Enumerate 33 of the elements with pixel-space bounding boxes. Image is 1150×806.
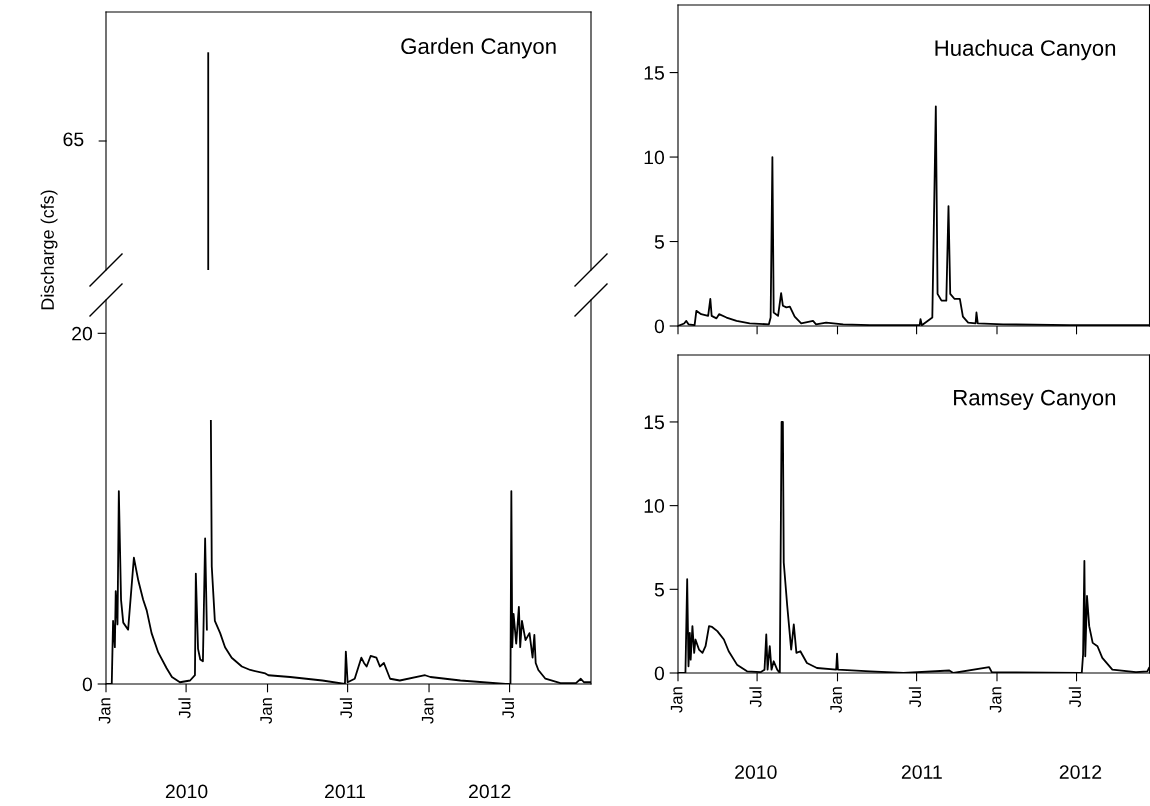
y-tick-label: 15 [644,415,664,430]
text: Ramsey Canyon [954,389,1116,410]
x2-tick-label: 2010 [165,784,208,799]
y-axis-title: Discharge (cfs) [40,190,58,310]
x-tick-label: Jul [908,687,922,708]
x-tick-label: Jan [98,698,111,724]
text: 65 [63,132,84,147]
y-tick-label: 0 [654,319,665,334]
chart-title: Garden Canyon [401,37,556,59]
x2-tick-label: 2011 [325,784,365,799]
text: Huachuca Canyon [935,39,1116,61]
y-tick-label: 5 [654,235,664,249]
x2-tick-label: 2010 [735,765,777,779]
x-tick-label: Jul [1068,687,1081,708]
x2-tick-label: 2012 [1059,765,1102,779]
x2-tick-label: 2011 [901,765,942,779]
x-tick-label: Jul [178,698,191,719]
y-tick-label: 10 [644,150,665,165]
y-tick-label: 0 [654,666,665,681]
y-tick-label: 0 [82,677,93,692]
x-tick-label: Jul [749,687,762,708]
x-tick-label: Jan [989,687,1002,713]
x-tick-label: Jul [339,698,353,719]
x-tick-label: Jan [830,687,842,713]
y-tick-label: 10 [644,499,665,513]
x-tick-label: Jan [260,698,272,724]
x-tick-label: Jan [670,687,683,713]
y-tick-label: 5 [654,582,664,597]
y-tick-label: 15 [644,66,664,80]
x-tick-label: Jul [501,698,515,719]
y-tick-label: 20 [72,326,93,341]
x-tick-label: Jan [421,698,434,724]
x2-tick-label: 2012 [469,784,511,799]
